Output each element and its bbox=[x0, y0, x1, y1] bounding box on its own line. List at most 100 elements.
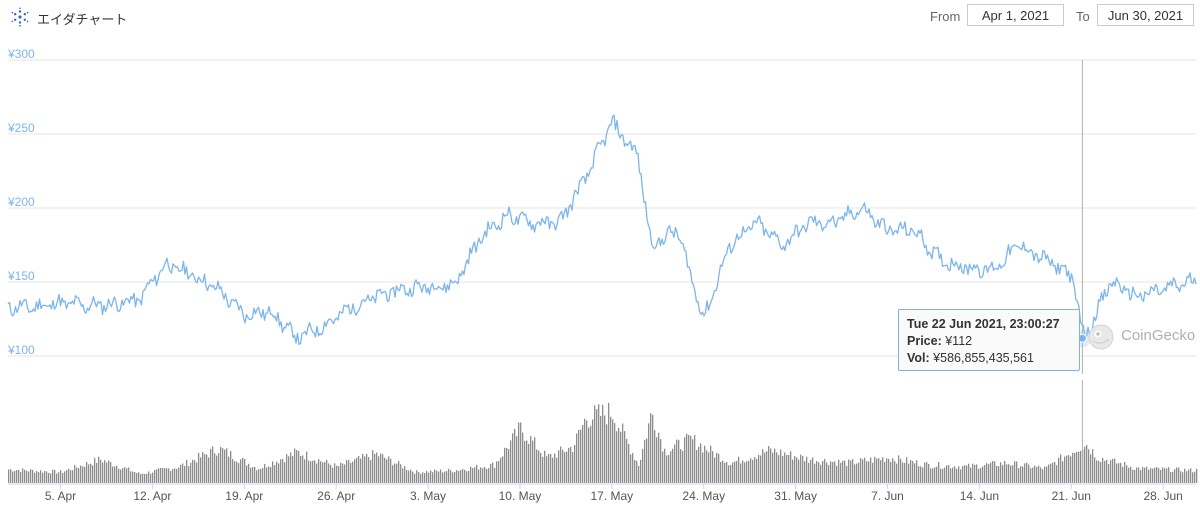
volume-bar bbox=[130, 471, 132, 483]
volume-bar bbox=[768, 446, 770, 483]
volume-bar bbox=[338, 466, 340, 483]
volume-bar bbox=[346, 460, 348, 483]
volume-bar bbox=[508, 448, 510, 483]
volume-bar bbox=[198, 453, 200, 483]
volume-bar bbox=[1178, 467, 1180, 483]
volume-bar bbox=[276, 461, 278, 483]
volume-bar bbox=[786, 454, 788, 483]
volume-bar bbox=[564, 452, 566, 483]
volume-bar bbox=[326, 459, 328, 483]
volume-bar bbox=[482, 468, 484, 483]
volume-bar bbox=[632, 453, 634, 483]
volume-bar bbox=[832, 462, 834, 483]
volume-bar bbox=[1120, 462, 1122, 483]
volume-bar bbox=[1042, 469, 1044, 483]
volume-bar bbox=[800, 454, 802, 483]
volume-bar bbox=[544, 450, 546, 483]
volume-bar bbox=[464, 469, 466, 483]
volume-bar bbox=[820, 464, 822, 483]
volume-bar bbox=[192, 459, 194, 483]
volume-bar bbox=[542, 456, 544, 483]
volume-bar bbox=[1094, 457, 1096, 483]
volume-bar bbox=[814, 463, 816, 483]
volume-bar bbox=[328, 463, 330, 483]
volume-bar bbox=[556, 457, 558, 483]
volume-bar bbox=[954, 466, 956, 483]
volume-bar bbox=[788, 455, 790, 483]
volume-bar bbox=[784, 452, 786, 483]
volume-bar bbox=[312, 460, 314, 483]
volume-bar bbox=[1068, 455, 1070, 483]
volume-bar bbox=[580, 429, 582, 483]
to-date-input[interactable] bbox=[1097, 4, 1194, 26]
volume-bar bbox=[100, 459, 102, 483]
from-date-input[interactable] bbox=[967, 4, 1064, 26]
volume-bar bbox=[194, 460, 196, 483]
volume-bar bbox=[512, 433, 514, 483]
tooltip-vol-label: Vol: bbox=[907, 351, 930, 365]
tooltip-price-value: ¥112 bbox=[945, 334, 973, 348]
volume-bar bbox=[384, 457, 386, 483]
volume-bar bbox=[490, 463, 492, 483]
volume-bar bbox=[1164, 468, 1166, 483]
volume-bar bbox=[174, 468, 176, 483]
volume-bar bbox=[1186, 471, 1188, 483]
volume-bar bbox=[212, 446, 214, 483]
volume-bar bbox=[48, 472, 50, 483]
volume-bar bbox=[706, 450, 708, 483]
to-label: To bbox=[1076, 9, 1090, 24]
volume-bar bbox=[1136, 467, 1138, 483]
volume-bar bbox=[546, 456, 548, 483]
volume-bar bbox=[78, 468, 80, 483]
volume-bar bbox=[1146, 466, 1148, 483]
volume-bar bbox=[436, 470, 438, 483]
volume-bar bbox=[114, 466, 116, 483]
volume-bar bbox=[448, 468, 450, 483]
volume-bar bbox=[132, 471, 134, 483]
volume-bar bbox=[456, 470, 458, 483]
volume-bar bbox=[1160, 469, 1162, 483]
volume-bar bbox=[934, 467, 936, 483]
volume-bar bbox=[468, 470, 470, 483]
volume-bar bbox=[718, 453, 720, 483]
volume-bar bbox=[320, 461, 322, 483]
volume-bar bbox=[222, 448, 224, 483]
volume-bar bbox=[394, 463, 396, 483]
volume-bar bbox=[558, 450, 560, 483]
volume-bar bbox=[76, 467, 78, 483]
volume-bar bbox=[224, 449, 226, 483]
x-tick-label: 3. May bbox=[410, 489, 446, 503]
volume-bar bbox=[1192, 472, 1194, 483]
volume-bar bbox=[772, 452, 774, 483]
volume-bar bbox=[1092, 449, 1094, 483]
volume-bar bbox=[762, 449, 764, 483]
volume-bar bbox=[80, 465, 82, 483]
volume-bar bbox=[1058, 457, 1060, 483]
volume-bar bbox=[82, 466, 84, 483]
volume-bar bbox=[90, 463, 92, 483]
volume-bar bbox=[710, 445, 712, 483]
volume-bar bbox=[452, 472, 454, 483]
volume-bar bbox=[996, 465, 998, 483]
volume-bar bbox=[894, 461, 896, 483]
volume-bar bbox=[1170, 472, 1172, 483]
volume-bar bbox=[526, 440, 528, 483]
volume-bar bbox=[582, 425, 584, 483]
volume-bar bbox=[272, 461, 274, 483]
volume-bar bbox=[1104, 460, 1106, 483]
volume-bar bbox=[1040, 467, 1042, 483]
volume-bar bbox=[60, 470, 62, 483]
volume-bar bbox=[1090, 454, 1092, 483]
volume-bar bbox=[780, 449, 782, 483]
volume-bar bbox=[790, 451, 792, 483]
volume-bar bbox=[296, 450, 298, 483]
volume-bar bbox=[250, 467, 252, 483]
volume-bar bbox=[864, 457, 866, 483]
volume-bar bbox=[1108, 464, 1110, 483]
volume-bar bbox=[696, 450, 698, 483]
volume-bar bbox=[162, 467, 164, 483]
volume-bar bbox=[120, 469, 122, 483]
volume-bar bbox=[8, 469, 10, 483]
volume-bar bbox=[182, 463, 184, 483]
